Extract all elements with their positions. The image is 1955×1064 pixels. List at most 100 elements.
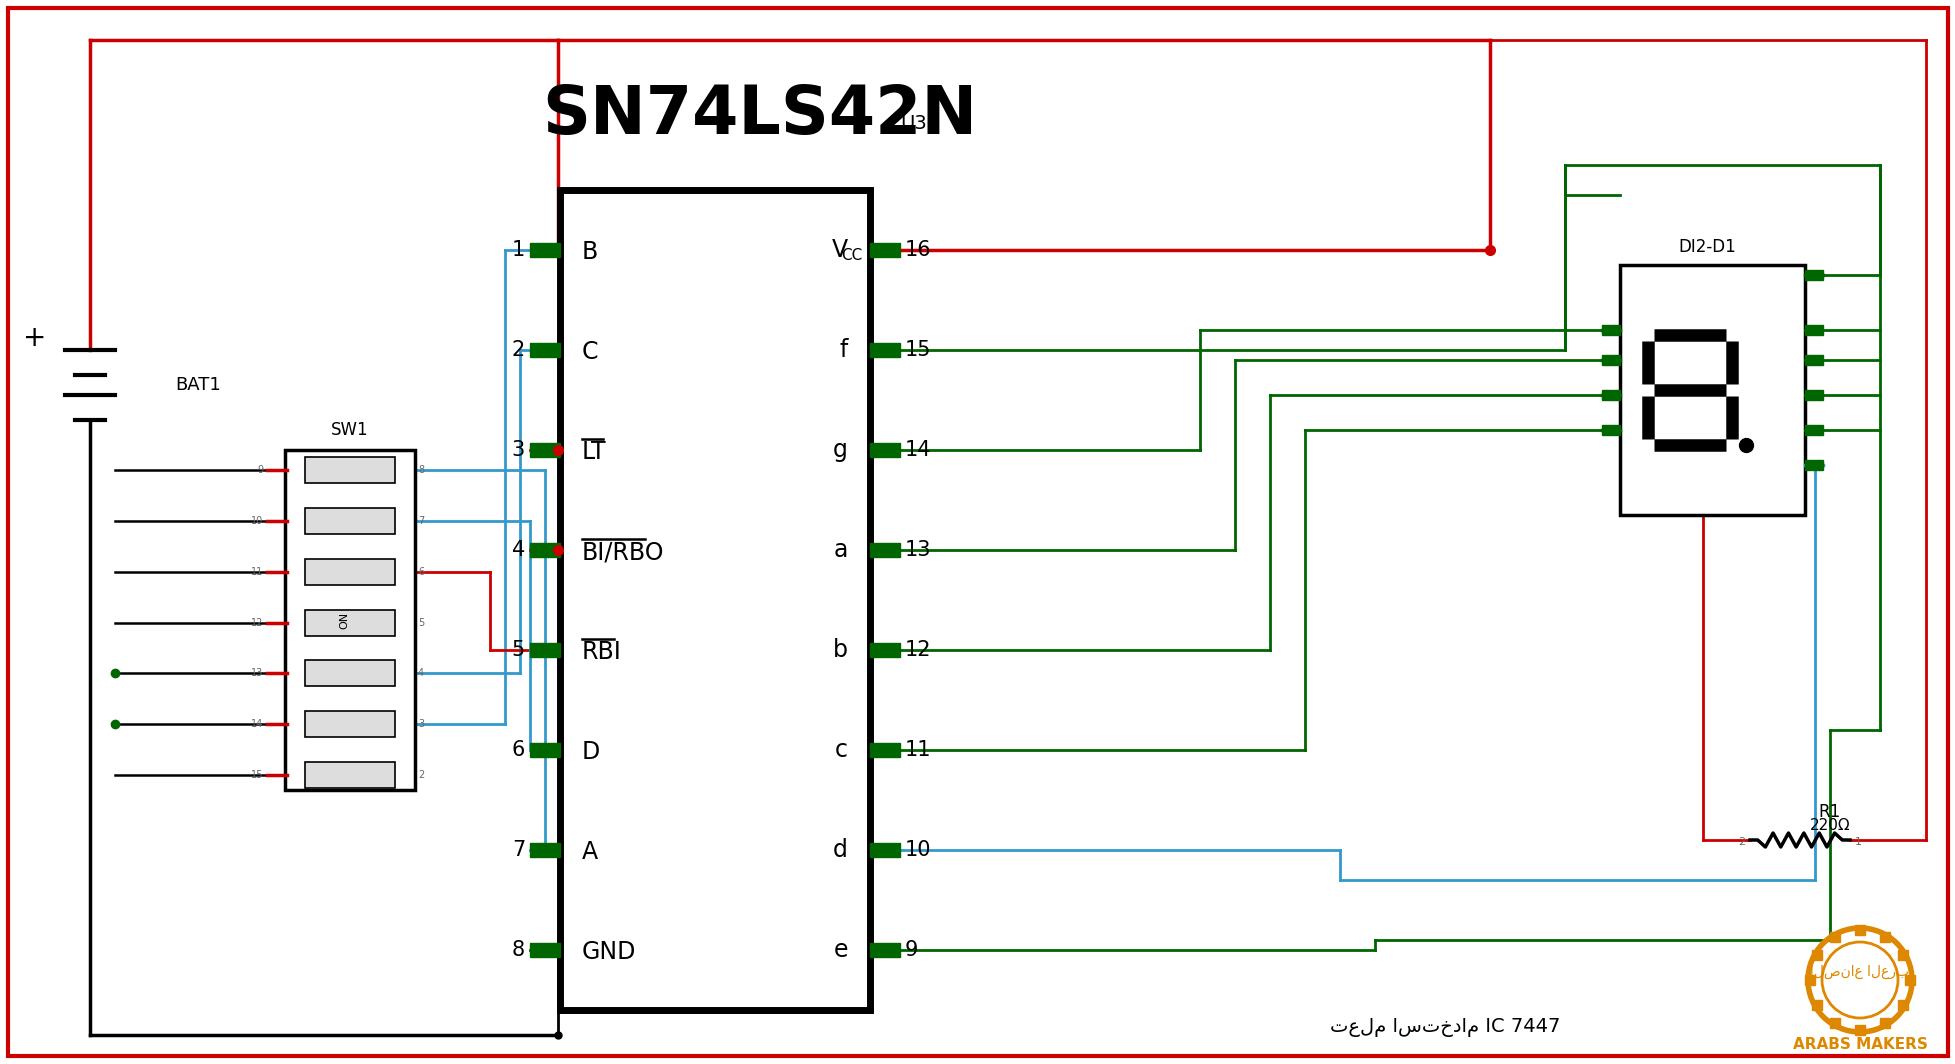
Bar (305, 661, 395, 686)
Text: 3: 3 (512, 440, 524, 460)
Text: b: b (833, 638, 848, 662)
Bar (305, 458, 395, 483)
Bar (870, 743, 899, 757)
Text: R1: R1 (1818, 803, 1840, 821)
Text: BI/RBO: BI/RBO (583, 541, 665, 564)
Text: SW1: SW1 (330, 421, 369, 439)
Text: GND: GND (583, 940, 635, 964)
Bar (305, 711, 395, 737)
Text: LT: LT (583, 440, 606, 464)
Bar (1804, 270, 1822, 280)
Text: 7: 7 (418, 516, 424, 526)
Text: 4: 4 (512, 541, 524, 560)
Bar (530, 243, 559, 257)
Text: 8: 8 (418, 465, 424, 475)
Text: 13: 13 (905, 541, 931, 560)
Bar (1830, 932, 1840, 942)
Bar (530, 543, 559, 556)
Bar (870, 243, 899, 257)
Bar (1804, 425, 1822, 435)
Text: 3: 3 (418, 719, 424, 729)
Bar (870, 643, 899, 656)
Text: 12: 12 (250, 617, 262, 628)
Text: ON: ON (338, 612, 348, 629)
Bar (305, 610, 395, 635)
Text: 11: 11 (905, 739, 931, 760)
Bar (1810, 950, 1820, 960)
Bar (530, 743, 559, 757)
Text: V: V (831, 238, 848, 262)
Text: الصناع العرب: الصناع العرب (1810, 965, 1908, 979)
Text: ARABS MAKERS: ARABS MAKERS (1791, 1037, 1926, 1052)
Text: RBI: RBI (583, 641, 622, 664)
Text: 1: 1 (512, 240, 524, 260)
Bar (530, 843, 559, 857)
Text: 6: 6 (418, 567, 424, 577)
Text: BAT1: BAT1 (174, 376, 221, 394)
Bar (530, 643, 559, 656)
Text: 11: 11 (250, 567, 262, 577)
Bar (1601, 325, 1619, 335)
Text: 13: 13 (250, 668, 262, 679)
Text: g: g (833, 438, 848, 462)
Text: 2: 2 (418, 770, 424, 780)
Bar (870, 843, 899, 857)
Bar (1601, 355, 1619, 365)
Bar (870, 343, 899, 358)
Bar (559, 190, 870, 1010)
Text: 10: 10 (250, 516, 262, 526)
Bar (1904, 975, 1914, 985)
Text: SN74LS42N: SN74LS42N (542, 82, 978, 148)
Bar (1898, 1000, 1908, 1010)
Bar (1898, 950, 1908, 960)
Text: e: e (833, 938, 848, 962)
Text: 16: 16 (905, 240, 931, 260)
Text: D: D (583, 739, 600, 764)
Text: 4: 4 (418, 668, 424, 679)
Bar (1804, 355, 1822, 365)
Text: 2: 2 (1736, 837, 1744, 847)
Text: A: A (583, 839, 598, 864)
Text: 12: 12 (905, 641, 931, 660)
Text: 15: 15 (250, 770, 262, 780)
Text: DI2-D1: DI2-D1 (1677, 238, 1736, 256)
Bar (870, 543, 899, 556)
Bar (1601, 390, 1619, 400)
Bar (1804, 975, 1814, 985)
Text: تعلم استخدام IC 7447: تعلم استخدام IC 7447 (1329, 1018, 1560, 1037)
Text: 7: 7 (512, 839, 524, 860)
Text: 2: 2 (512, 340, 524, 360)
Bar (285, 450, 414, 789)
Bar (1619, 265, 1804, 515)
Text: 6: 6 (512, 739, 524, 760)
Text: 9: 9 (256, 465, 262, 475)
Text: 220Ω: 220Ω (1808, 818, 1849, 833)
Bar (1810, 1000, 1820, 1010)
Bar (1804, 460, 1822, 470)
Bar (305, 508, 395, 534)
Bar (1853, 925, 1863, 935)
Text: CC: CC (841, 248, 862, 263)
Bar (305, 559, 395, 584)
Bar (870, 943, 899, 957)
Text: 1: 1 (1853, 837, 1861, 847)
Text: 10: 10 (905, 839, 931, 860)
Text: 14: 14 (250, 719, 262, 729)
Text: f: f (839, 338, 848, 362)
Bar (1804, 390, 1822, 400)
Text: 9: 9 (905, 940, 919, 960)
Bar (870, 443, 899, 458)
Text: d: d (833, 838, 848, 862)
Bar (1879, 932, 1889, 942)
Bar (530, 343, 559, 358)
Bar (530, 943, 559, 957)
Bar (1601, 425, 1619, 435)
Text: +: + (23, 325, 47, 352)
Bar (1830, 1018, 1840, 1028)
Bar (1853, 1025, 1863, 1035)
Text: U3: U3 (899, 114, 927, 133)
Bar (305, 762, 395, 788)
Bar (1879, 1018, 1889, 1028)
Text: 5: 5 (512, 641, 524, 660)
Bar (530, 443, 559, 458)
